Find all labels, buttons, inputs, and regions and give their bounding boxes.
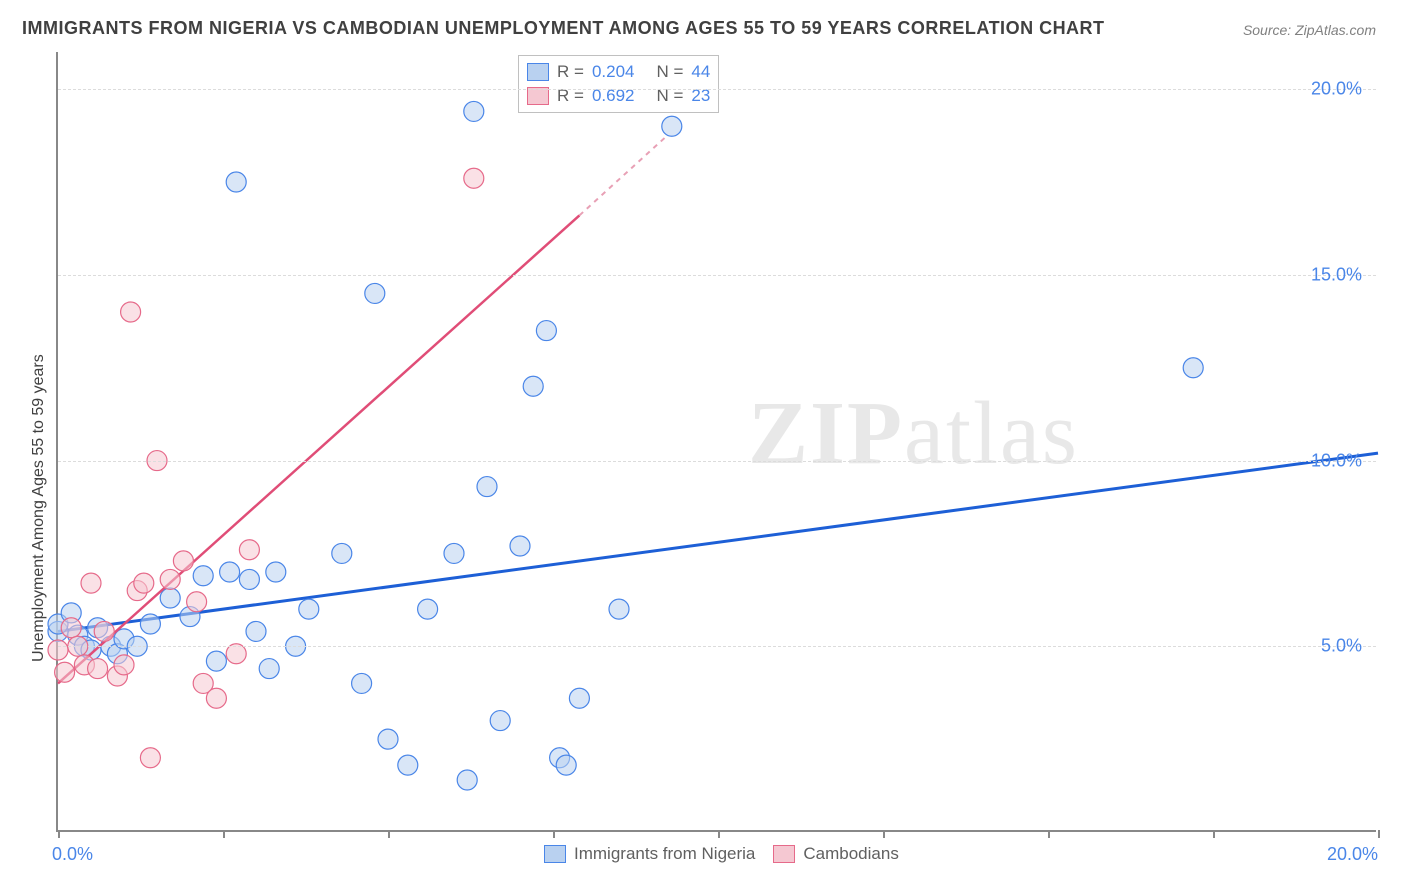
y-axis-label: Unemployment Among Ages 55 to 59 years (30, 354, 48, 662)
series-legend: Immigrants from Nigeria Cambodians (544, 844, 899, 864)
x-tick (883, 830, 885, 838)
gridline (58, 646, 1376, 647)
stats-row: R = 0.204 N = 44 (527, 60, 710, 84)
x-tick (1048, 830, 1050, 838)
x-tick (223, 830, 225, 838)
stat-n-value: 23 (691, 84, 710, 108)
source-label: Source: ZipAtlas.com (1243, 22, 1376, 38)
chart-title: IMMIGRANTS FROM NIGERIA VS CAMBODIAN UNE… (22, 18, 1105, 39)
stat-r-label: R = (557, 60, 584, 84)
legend-item: Immigrants from Nigeria (544, 844, 755, 864)
legend-swatch (544, 845, 566, 863)
gridline (58, 461, 1376, 462)
gridline (58, 275, 1376, 276)
y-tick-label: 20.0% (1311, 79, 1362, 100)
x-tick (553, 830, 555, 838)
x-tick-label: 20.0% (1327, 844, 1378, 865)
x-tick (1378, 830, 1380, 838)
stat-r-label: R = (557, 84, 584, 108)
stat-n-label: N = (656, 60, 683, 84)
y-tick-label: 5.0% (1321, 636, 1362, 657)
x-tick (718, 830, 720, 838)
x-tick (388, 830, 390, 838)
legend-item: Cambodians (773, 844, 898, 864)
legend-label: Immigrants from Nigeria (574, 844, 755, 864)
stat-n-value: 44 (691, 60, 710, 84)
legend-swatch (773, 845, 795, 863)
stats-row: R = 0.692 N = 23 (527, 84, 710, 108)
y-tick-label: 15.0% (1311, 264, 1362, 285)
plot-svg (58, 52, 1376, 830)
x-tick-label: 0.0% (52, 844, 93, 865)
stat-n-label: N = (656, 84, 683, 108)
x-tick (58, 830, 60, 838)
correlation-stats-box: R = 0.204 N = 44 R = 0.692 N = 23 (518, 55, 719, 113)
series-swatch (527, 63, 549, 81)
legend-label: Cambodians (803, 844, 898, 864)
stat-r-value: 0.692 (592, 84, 635, 108)
y-tick-label: 10.0% (1311, 450, 1362, 471)
plot-area: ZIPatlas Unemployment Among Ages 55 to 5… (56, 52, 1376, 832)
stat-r-value: 0.204 (592, 60, 635, 84)
x-tick (1213, 830, 1215, 838)
gridline (58, 89, 1376, 90)
